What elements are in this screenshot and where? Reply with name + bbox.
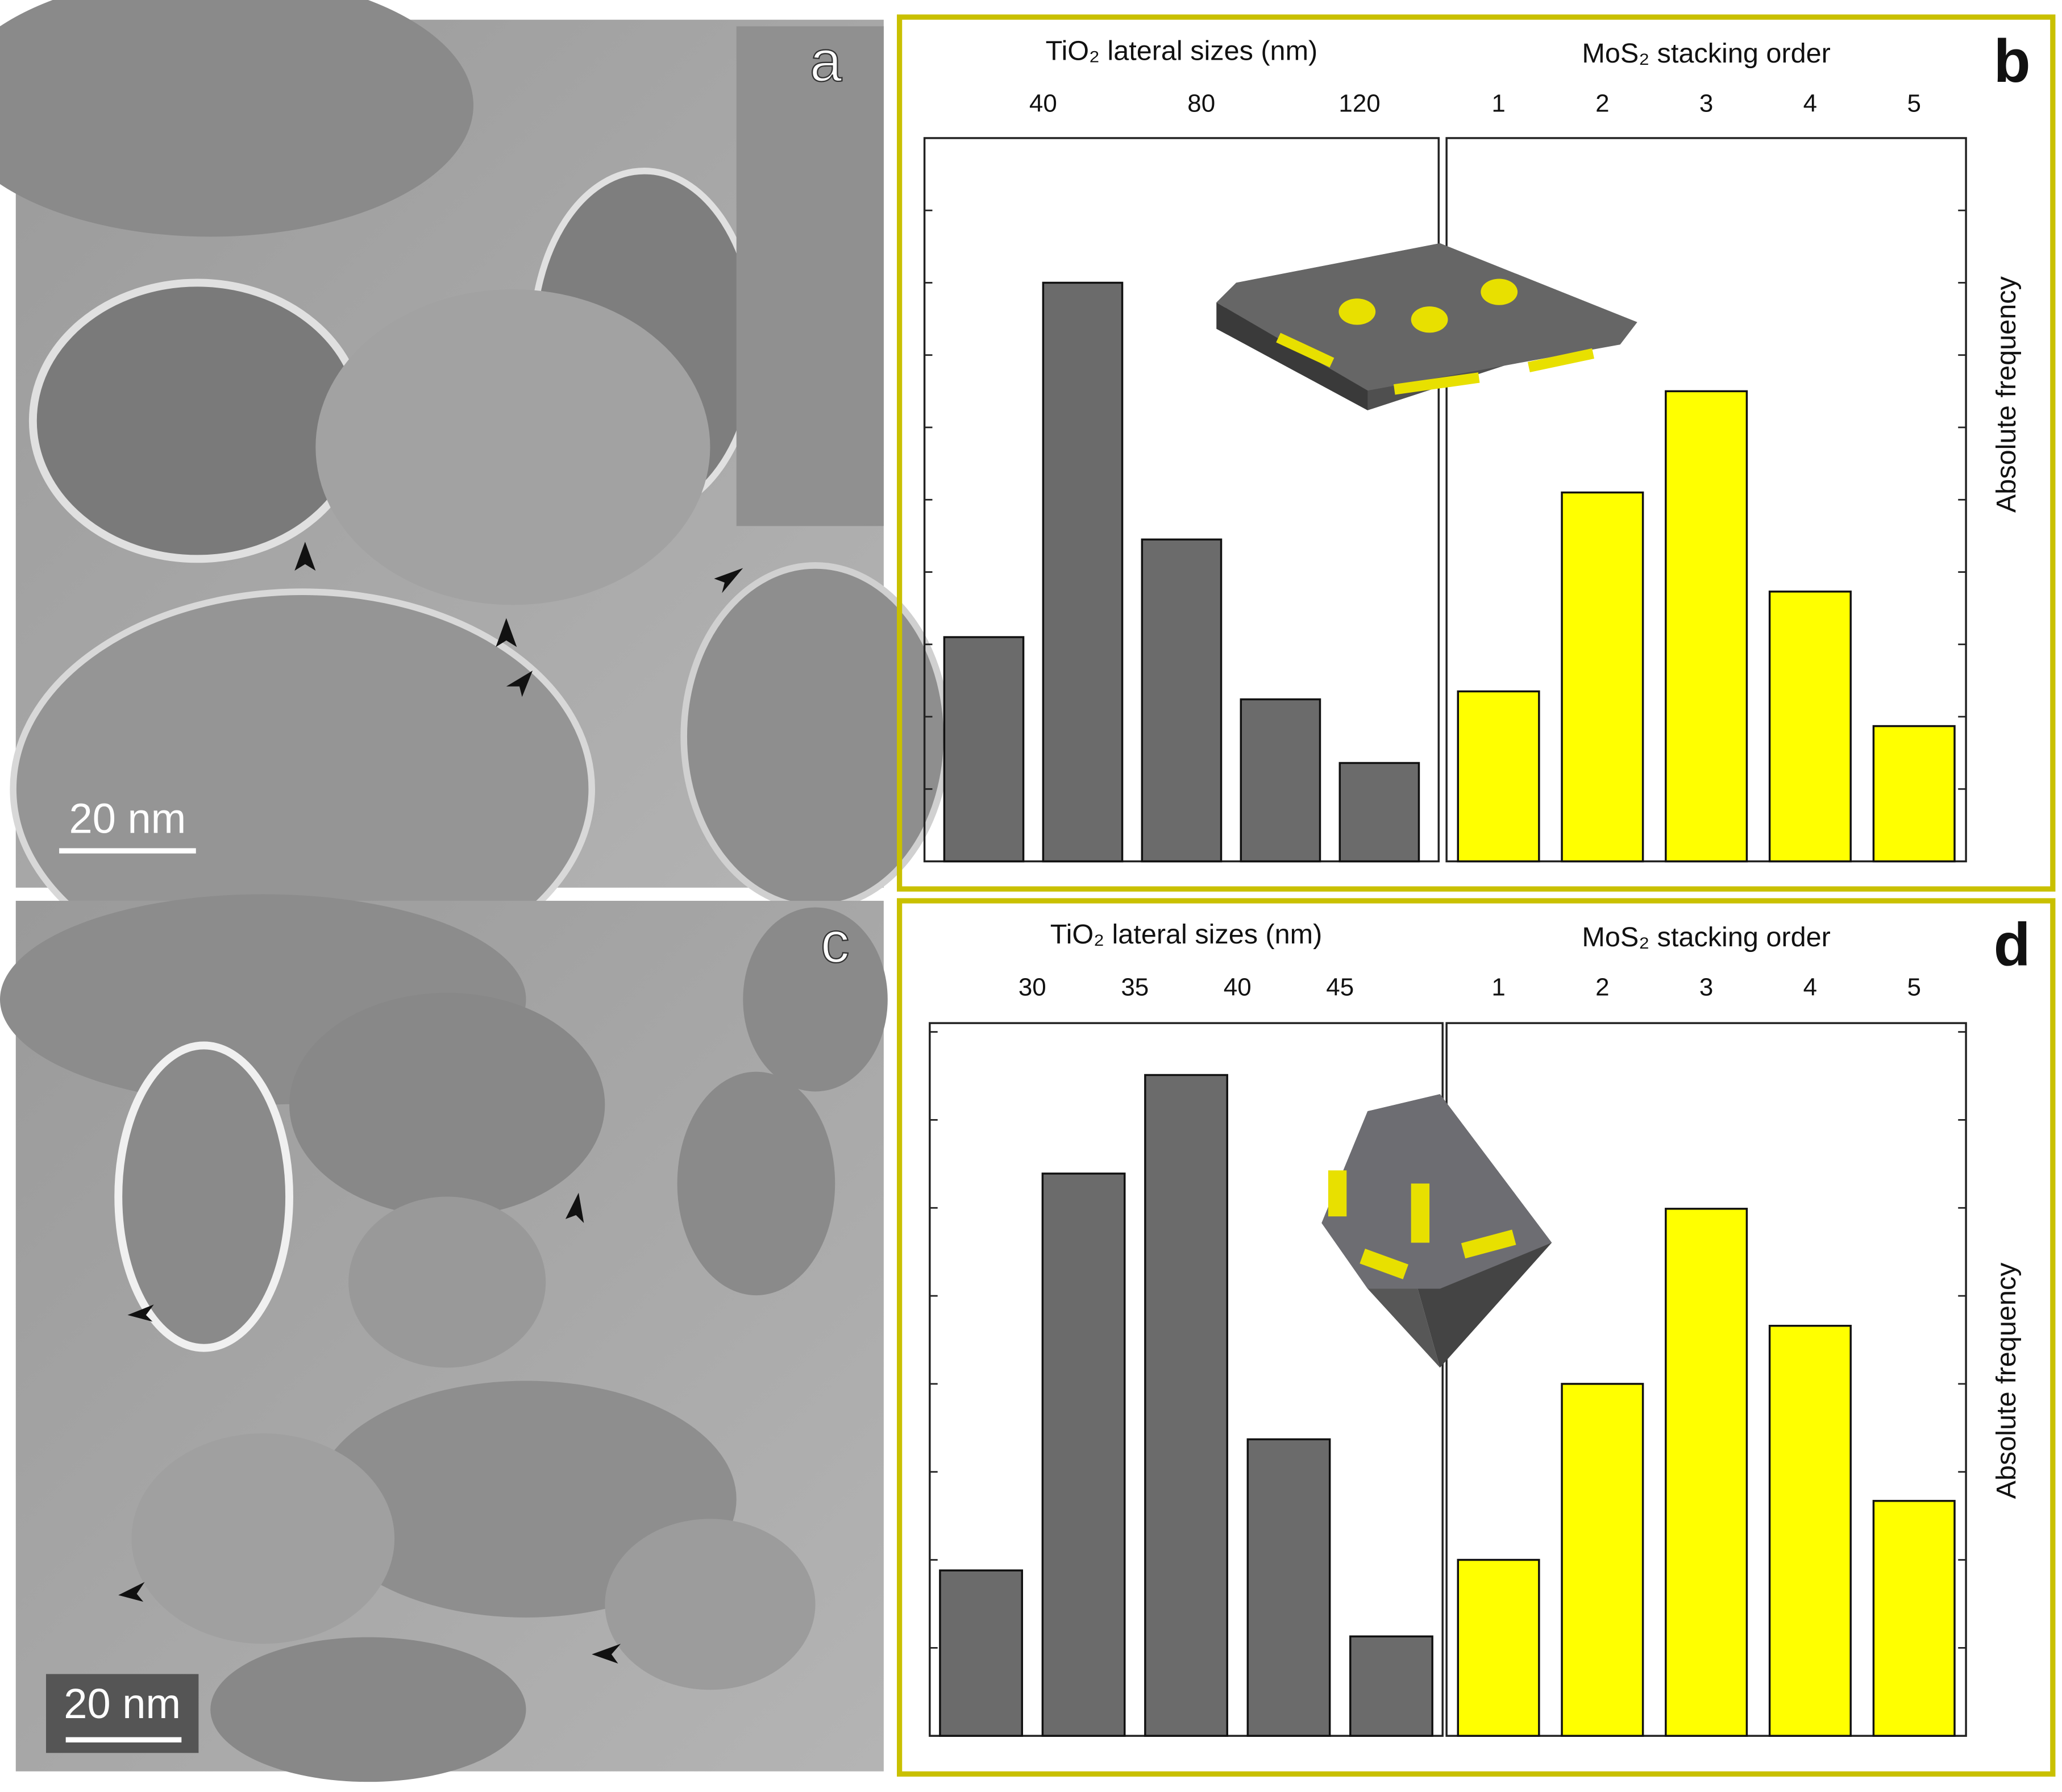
- bar: [1349, 1635, 1433, 1737]
- x-tick-label: 30: [1018, 974, 1046, 1001]
- micrograph: [0, 0, 950, 990]
- bar: [1141, 538, 1223, 863]
- x-tick-label: 4: [1803, 90, 1817, 118]
- x-tick-label: 120: [1338, 90, 1380, 118]
- x-tick-label: 5: [1907, 974, 1920, 1001]
- bar: [1457, 690, 1540, 863]
- panel-frame: [896, 14, 2056, 892]
- bar: [939, 1569, 1024, 1737]
- bar: [1768, 1324, 1852, 1737]
- x-tick-label: 2: [1595, 974, 1609, 1001]
- x-tick-label: 1: [1491, 974, 1505, 1001]
- inset-platelet: [1216, 243, 1637, 410]
- x-tick-label: 3: [1699, 974, 1713, 1001]
- y-axis-title: Absolute frequency: [1991, 1262, 2022, 1499]
- bar: [1246, 1438, 1331, 1737]
- bar: [1561, 1383, 1644, 1737]
- x-tick-label: 45: [1326, 974, 1354, 1001]
- x-axis-title: TiO₂ lateral sizes (nm): [1050, 919, 1323, 950]
- x-tick-label: 40: [1224, 974, 1252, 1001]
- bar: [1457, 1558, 1540, 1737]
- panel-frame: [896, 898, 2056, 1777]
- x-axis-title: MoS₂ stacking order: [1582, 38, 1830, 69]
- x-tick-label: 2: [1595, 90, 1609, 118]
- bar: [1144, 1074, 1228, 1737]
- scale-bar-label: 20 nm: [69, 795, 186, 842]
- panel-label: d: [1994, 911, 2031, 979]
- bar: [1240, 698, 1321, 863]
- x-tick-label: 5: [1907, 90, 1920, 118]
- x-tick-label: 40: [1029, 90, 1057, 118]
- bar: [1768, 591, 1852, 863]
- x-tick-label: 3: [1699, 90, 1713, 118]
- inset-octahedron: [1321, 1094, 1552, 1368]
- x-tick-label: 4: [1803, 974, 1817, 1001]
- x-axis-title: TiO₂ lateral sizes (nm): [1046, 35, 1318, 66]
- bar: [1338, 762, 1420, 863]
- bar: [1561, 491, 1644, 863]
- scale-bar-label: 20 nm: [64, 1680, 181, 1727]
- bar: [1872, 1500, 1956, 1737]
- y-axis-title: Absolute frequency: [1991, 276, 2022, 513]
- x-tick-label: 35: [1121, 974, 1149, 1001]
- bar: [1872, 725, 1956, 863]
- panel-label: a: [810, 29, 842, 94]
- panel-label: c: [821, 910, 850, 975]
- micrograph: [0, 894, 888, 1782]
- bar: [1665, 390, 1748, 863]
- bar: [943, 636, 1025, 863]
- x-tick-label: 1: [1491, 90, 1505, 118]
- bar: [1041, 1173, 1126, 1737]
- bar: [1042, 281, 1124, 863]
- panel-label: b: [1994, 27, 2031, 95]
- x-tick-label: 80: [1187, 90, 1215, 118]
- x-axis-title: MoS₂ stacking order: [1582, 922, 1830, 953]
- bar: [1665, 1208, 1748, 1737]
